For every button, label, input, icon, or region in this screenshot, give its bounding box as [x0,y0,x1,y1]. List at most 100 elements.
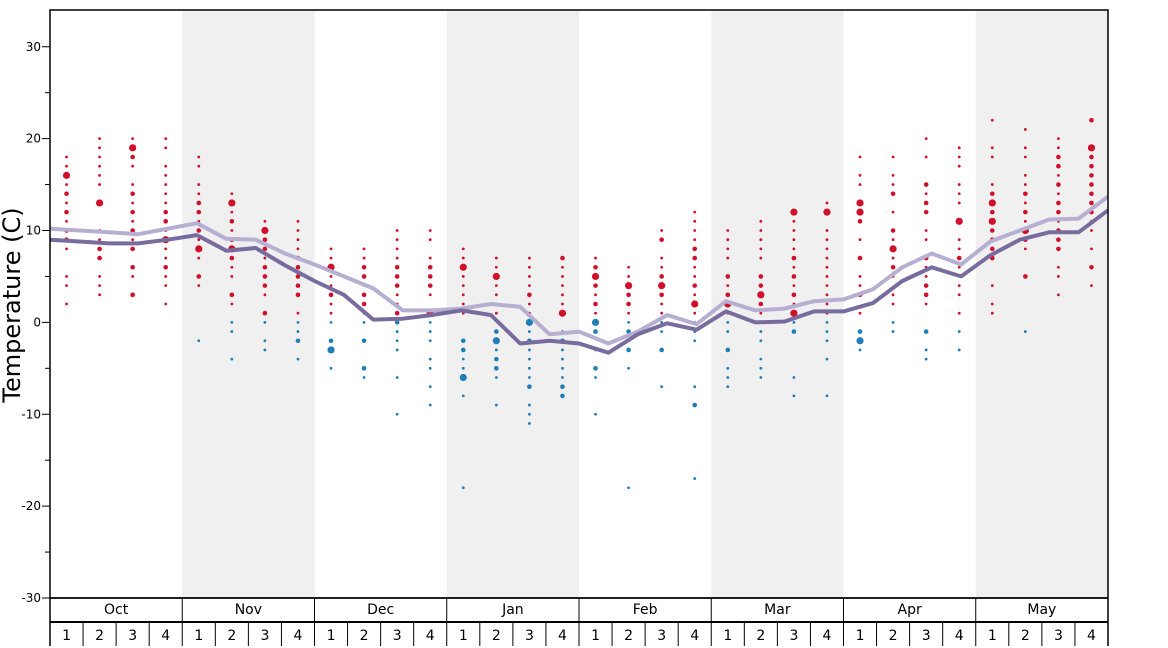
data-point [361,366,367,371]
data-point [528,403,531,407]
temperature-points [62,117,1096,490]
data-point [262,310,268,316]
data-point [394,274,400,279]
data-point [164,275,168,278]
data-point [1023,155,1027,159]
data-point [825,284,829,288]
upper-trend-line [49,194,1110,346]
data-point [131,137,135,141]
data-point [494,265,498,269]
data-point [98,155,101,159]
data-point [693,275,697,278]
data-point [989,209,995,215]
data-point [1023,146,1027,150]
data-point [361,264,367,270]
data-point [957,192,961,196]
data-point [692,255,698,261]
data-point [164,201,168,205]
y-tick-label: 20 [26,132,41,146]
data-point [825,339,829,343]
data-point [823,208,831,216]
data-point [1090,284,1093,288]
data-point [395,339,399,343]
data-point [327,346,335,354]
data-point [693,477,697,480]
data-point [891,183,895,186]
data-point [163,264,169,270]
data-point [1087,144,1096,152]
data-point [230,192,234,196]
data-point [527,384,532,389]
data-point [361,301,367,307]
data-point [262,237,268,242]
data-point [230,210,234,214]
data-point [395,247,399,251]
data-point [957,265,961,269]
data-point [229,219,235,224]
data-point [362,247,366,251]
y-tick-label: -30 [21,591,41,605]
data-point [98,238,101,242]
data-point [98,183,101,186]
data-point [990,284,994,288]
data-point [923,182,929,187]
data-point [957,164,961,168]
data-point [891,210,895,214]
data-point [97,246,102,252]
data-point [65,247,68,251]
data-point [924,192,928,196]
data-point [891,320,895,324]
y-axis-label: Temperature (C) [0,207,26,403]
data-point [626,347,631,353]
data-point [262,283,268,288]
data-point [494,293,498,297]
data-point [1056,209,1061,215]
data-point [891,155,895,159]
data-point [593,329,598,334]
data-point [825,238,829,242]
data-point [825,229,829,232]
data-point [427,264,433,270]
data-point [394,310,400,316]
data-point [759,339,763,343]
month-label-mar: Mar [764,602,791,618]
data-point [561,376,564,379]
data-point [328,338,334,344]
data-point [195,245,203,253]
data-point [395,293,399,297]
data-point [957,330,961,333]
data-point [197,183,201,186]
data-point [394,264,400,270]
week-label: 4 [294,628,303,644]
data-point [395,229,399,232]
data-point [792,247,796,251]
data-point [229,255,235,261]
data-point [726,229,730,232]
data-point [858,311,862,315]
data-point [891,238,895,242]
data-point [296,238,300,242]
data-point [230,330,234,333]
data-point [461,366,465,370]
data-point [560,384,565,389]
data-point [693,385,697,389]
data-point [197,155,201,159]
data-point [98,164,101,168]
x-axis: Oct 1 2 3 4 Nov 1 2 3 4 Dec 1 2 3 4 Jan 1 2 3 4 Feb 1 2 3 4 Mar 1 2… [49,597,1109,646]
data-point [296,229,300,232]
data-point [461,302,465,306]
data-point [494,376,498,379]
data-point [594,376,597,379]
data-point [693,311,697,315]
data-point [989,246,995,252]
trend-lines [49,194,1110,355]
data-point [528,422,531,425]
data-point [1089,191,1094,197]
data-point [527,292,532,298]
data-point [261,226,269,235]
data-point [263,293,267,297]
data-point [459,263,467,271]
data-point [957,146,961,150]
data-point [923,329,929,334]
